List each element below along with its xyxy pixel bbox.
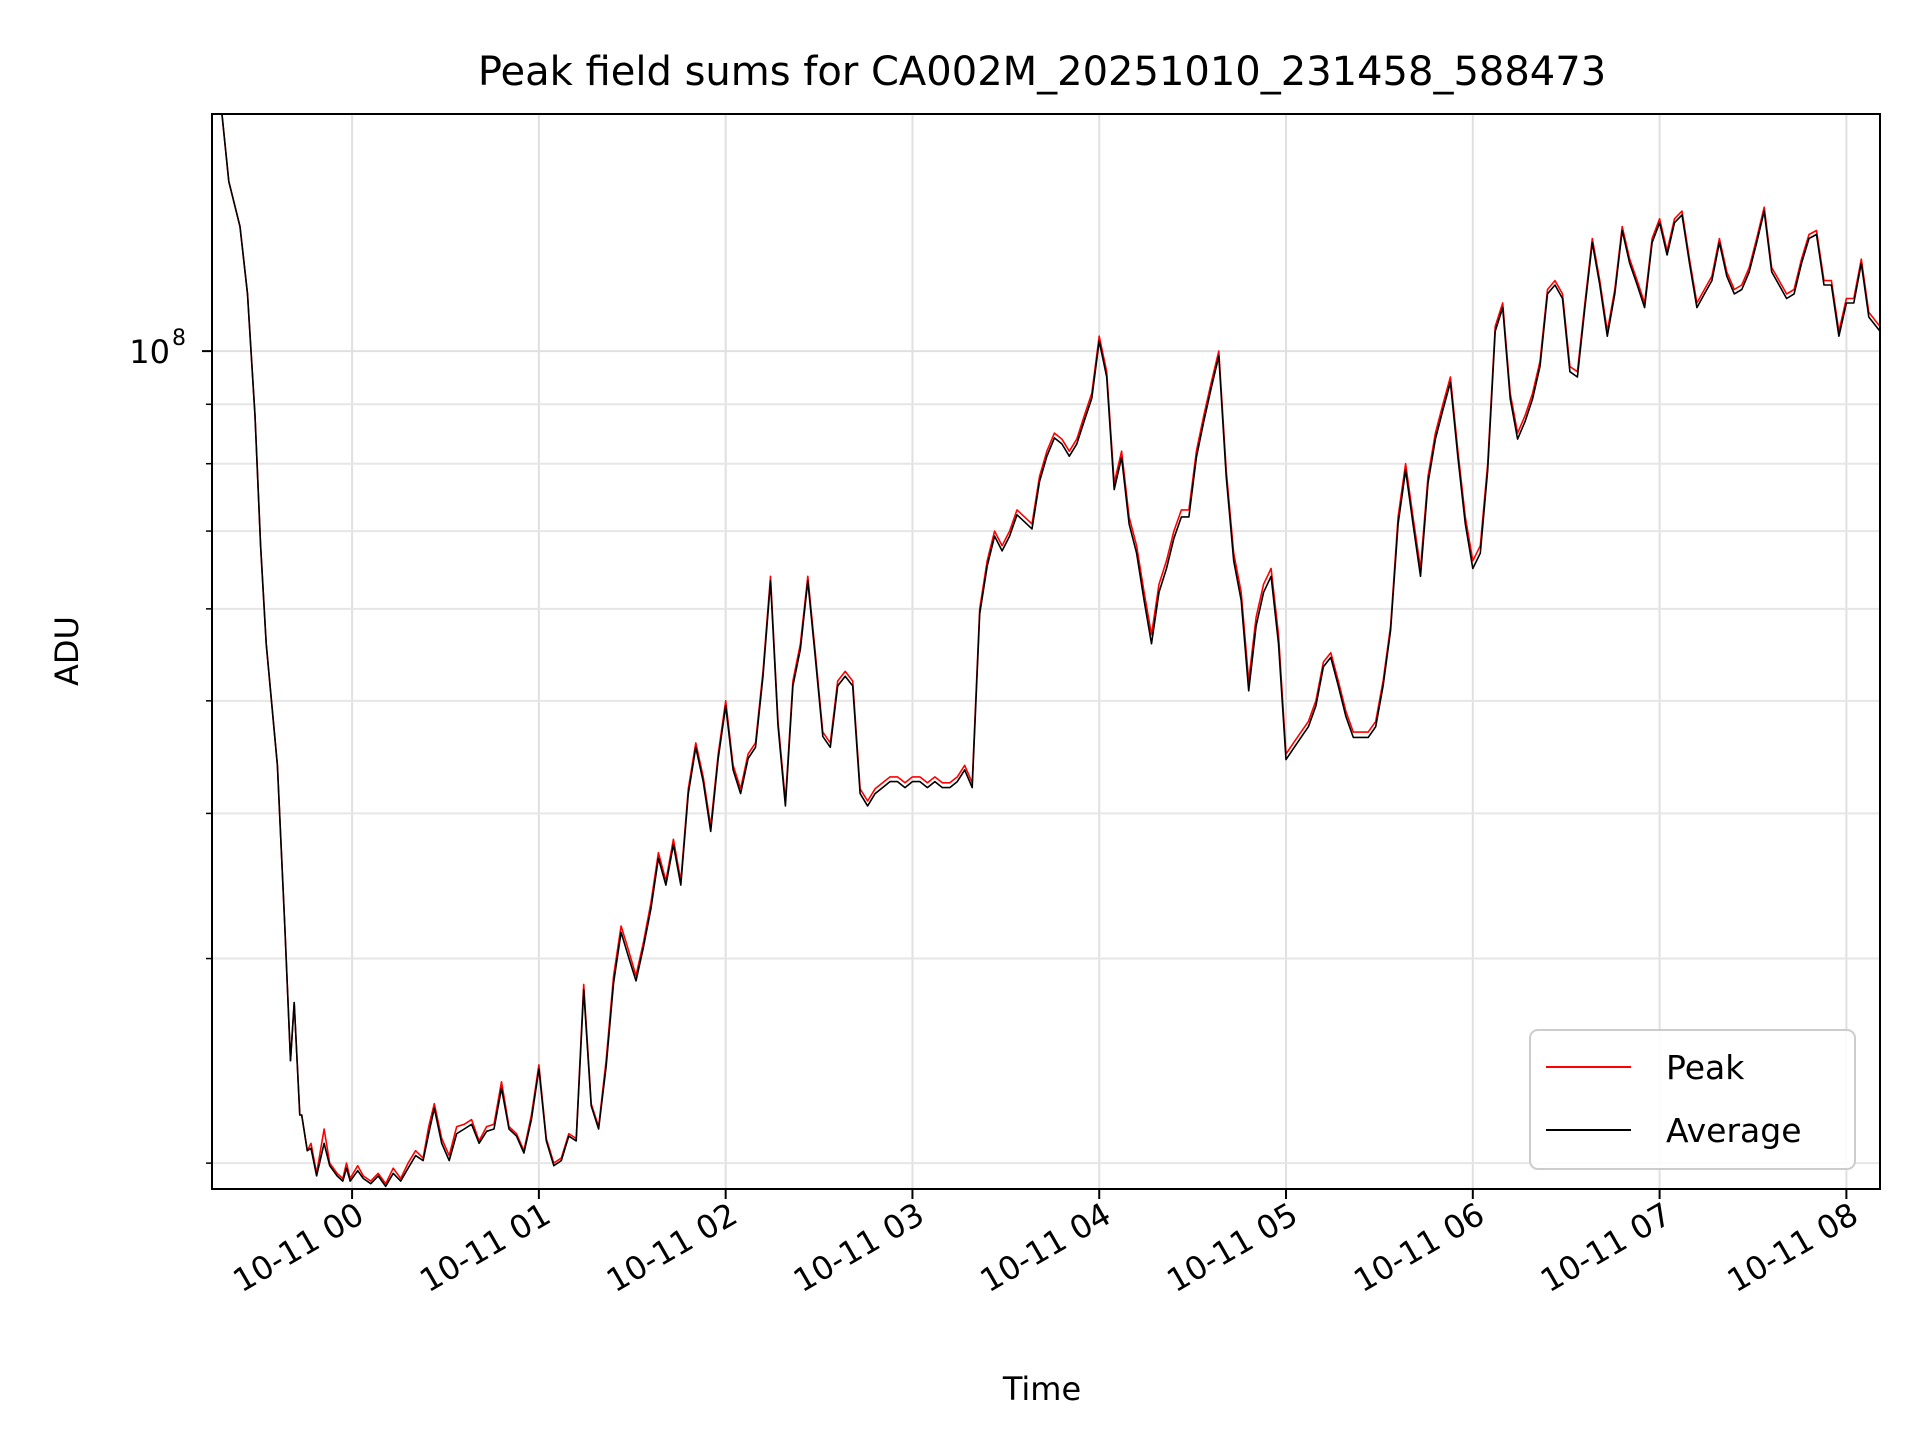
x-axis-label: Time — [1002, 1370, 1081, 1408]
y-tick-label-exponent: 8 — [172, 326, 186, 351]
chart-title: Peak field sums for CA002M_20251010_2314… — [478, 49, 1606, 95]
y-axis: 10 8 — [129, 326, 212, 1164]
y-axis-label: ADU — [48, 616, 86, 686]
plot-frame — [211, 113, 1881, 1190]
legend-label-average: Average — [1666, 1111, 1802, 1150]
legend: Peak Average — [1529, 1029, 1856, 1170]
legend-box — [1529, 1029, 1856, 1170]
series-line-average — [221, 114, 1880, 1188]
y-tick-label-base: 10 — [129, 333, 170, 371]
legend-label-peak: Peak — [1666, 1048, 1745, 1087]
series-lines — [221, 114, 1880, 1188]
